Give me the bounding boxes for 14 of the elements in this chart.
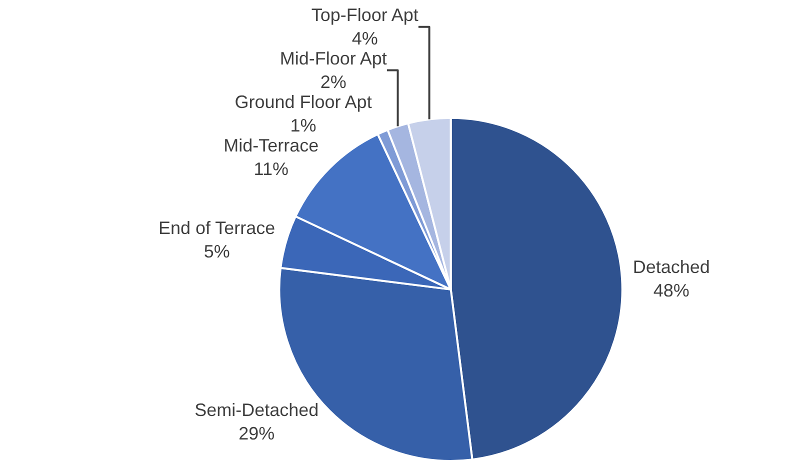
slice-label: Mid-Floor Apt	[280, 48, 387, 69]
data-label: 2%	[320, 72, 346, 92]
data-label: 48%	[653, 280, 690, 300]
data-label: 29%	[238, 423, 275, 444]
slice-label: Ground Floor Apt	[234, 92, 372, 112]
slice-label: End of Terrace	[158, 218, 276, 238]
data-label: 1%	[290, 115, 316, 136]
slice-label: Top-Floor Apt	[311, 5, 418, 26]
slice-label: Detached	[632, 256, 710, 277]
data-label: 5%	[204, 242, 230, 262]
data-label: 11%	[254, 158, 288, 179]
slice-label: Mid-Terrace	[224, 136, 319, 156]
slice-label: Semi-Detached	[194, 400, 319, 420]
data-label: 4%	[352, 28, 378, 49]
